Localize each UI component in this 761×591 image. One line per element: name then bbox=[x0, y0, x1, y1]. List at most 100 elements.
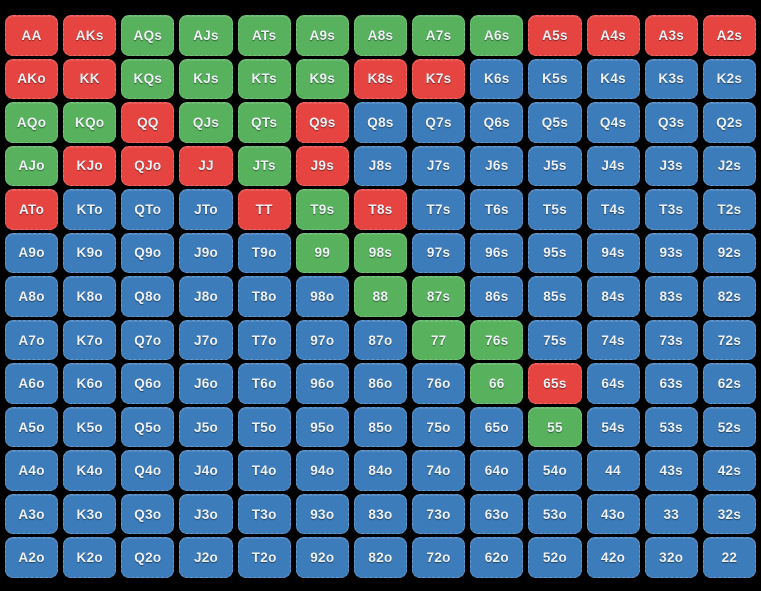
hand-cell-Q2s[interactable]: Q2s bbox=[702, 102, 756, 143]
hand-cell-J4s[interactable]: J4s bbox=[586, 145, 640, 187]
hand-cell-A8s[interactable]: A8s bbox=[353, 15, 408, 56]
hand-cell-85o[interactable]: 85o bbox=[353, 406, 408, 448]
hand-cell-T8s[interactable]: T8s bbox=[353, 189, 408, 230]
hand-cell-66[interactable]: 66 bbox=[470, 363, 524, 404]
hand-cell-97s[interactable]: 97s bbox=[412, 232, 466, 274]
hand-cell-Q7s[interactable]: Q7s bbox=[412, 102, 466, 143]
hand-cell-K6s[interactable]: K6s bbox=[470, 58, 524, 100]
hand-cell-72s[interactable]: 72s bbox=[702, 319, 756, 361]
hand-cell-87s[interactable]: 87s bbox=[412, 276, 466, 317]
hand-cell-84s[interactable]: 84s bbox=[586, 276, 640, 317]
hand-cell-J9s[interactable]: J9s bbox=[295, 145, 349, 187]
hand-cell-85s[interactable]: 85s bbox=[528, 276, 582, 317]
hand-cell-53o[interactable]: 53o bbox=[528, 493, 582, 535]
hand-cell-A6s[interactable]: A6s bbox=[470, 15, 524, 56]
hand-cell-53s[interactable]: 53s bbox=[644, 406, 698, 448]
hand-cell-93s[interactable]: 93s bbox=[644, 232, 698, 274]
hand-cell-K5s[interactable]: K5s bbox=[528, 58, 582, 100]
hand-cell-63s[interactable]: 63s bbox=[644, 363, 698, 404]
hand-cell-42o[interactable]: 42o bbox=[586, 537, 640, 578]
hand-cell-42s[interactable]: 42s bbox=[702, 450, 756, 491]
hand-cell-AA[interactable]: AA bbox=[5, 15, 59, 56]
hand-cell-Q5o[interactable]: Q5o bbox=[121, 406, 175, 448]
hand-cell-62s[interactable]: 62s bbox=[702, 363, 756, 404]
hand-cell-QJs[interactable]: QJs bbox=[179, 102, 233, 143]
hand-cell-AJo[interactable]: AJo bbox=[5, 145, 59, 187]
hand-cell-64s[interactable]: 64s bbox=[586, 363, 640, 404]
hand-cell-55[interactable]: 55 bbox=[528, 406, 582, 448]
hand-cell-54s[interactable]: 54s bbox=[586, 406, 640, 448]
hand-cell-Q9s[interactable]: Q9s bbox=[295, 102, 349, 143]
hand-cell-J3o[interactable]: J3o bbox=[179, 493, 233, 535]
hand-cell-A3s[interactable]: A3s bbox=[644, 15, 698, 56]
hand-cell-95s[interactable]: 95s bbox=[528, 232, 582, 274]
hand-cell-54o[interactable]: 54o bbox=[528, 450, 582, 491]
hand-cell-96s[interactable]: 96s bbox=[470, 232, 524, 274]
hand-cell-52o[interactable]: 52o bbox=[528, 537, 582, 578]
hand-cell-A7s[interactable]: A7s bbox=[412, 15, 466, 56]
hand-cell-KJo[interactable]: KJo bbox=[63, 145, 117, 187]
hand-cell-ATs[interactable]: ATs bbox=[237, 15, 291, 56]
hand-cell-83s[interactable]: 83s bbox=[644, 276, 698, 317]
hand-cell-Q8o[interactable]: Q8o bbox=[121, 276, 175, 317]
hand-cell-T7s[interactable]: T7s bbox=[412, 189, 466, 230]
hand-cell-T4o[interactable]: T4o bbox=[237, 450, 291, 491]
hand-cell-KQo[interactable]: KQo bbox=[63, 102, 117, 143]
hand-cell-KTo[interactable]: KTo bbox=[63, 189, 117, 230]
hand-cell-JTo[interactable]: JTo bbox=[179, 189, 233, 230]
hand-cell-K3s[interactable]: K3s bbox=[644, 58, 698, 100]
hand-cell-95o[interactable]: 95o bbox=[295, 406, 349, 448]
hand-cell-K4s[interactable]: K4s bbox=[586, 58, 640, 100]
hand-cell-A9o[interactable]: A9o bbox=[5, 232, 59, 274]
hand-cell-Q4s[interactable]: Q4s bbox=[586, 102, 640, 143]
hand-cell-72o[interactable]: 72o bbox=[412, 537, 466, 578]
hand-cell-92o[interactable]: 92o bbox=[295, 537, 349, 578]
hand-cell-AQo[interactable]: AQo bbox=[5, 102, 59, 143]
hand-cell-A9s[interactable]: A9s bbox=[295, 15, 349, 56]
hand-cell-A8o[interactable]: A8o bbox=[5, 276, 59, 317]
hand-cell-Q9o[interactable]: Q9o bbox=[121, 232, 175, 274]
hand-cell-T6o[interactable]: T6o bbox=[237, 363, 291, 404]
hand-cell-98o[interactable]: 98o bbox=[295, 276, 349, 317]
hand-cell-Q7o[interactable]: Q7o bbox=[121, 319, 175, 361]
hand-cell-98s[interactable]: 98s bbox=[353, 232, 408, 274]
hand-cell-52s[interactable]: 52s bbox=[702, 406, 756, 448]
hand-cell-K2o[interactable]: K2o bbox=[63, 537, 117, 578]
hand-cell-43s[interactable]: 43s bbox=[644, 450, 698, 491]
hand-cell-76o[interactable]: 76o bbox=[412, 363, 466, 404]
hand-cell-A6o[interactable]: A6o bbox=[5, 363, 59, 404]
hand-cell-63o[interactable]: 63o bbox=[470, 493, 524, 535]
hand-cell-84o[interactable]: 84o bbox=[353, 450, 408, 491]
hand-cell-82s[interactable]: 82s bbox=[702, 276, 756, 317]
hand-cell-K5o[interactable]: K5o bbox=[63, 406, 117, 448]
hand-cell-K4o[interactable]: K4o bbox=[63, 450, 117, 491]
hand-cell-K2s[interactable]: K2s bbox=[702, 58, 756, 100]
hand-cell-J3s[interactable]: J3s bbox=[644, 145, 698, 187]
hand-cell-KJs[interactable]: KJs bbox=[179, 58, 233, 100]
hand-cell-J5s[interactable]: J5s bbox=[528, 145, 582, 187]
hand-cell-73o[interactable]: 73o bbox=[412, 493, 466, 535]
hand-cell-A7o[interactable]: A7o bbox=[5, 319, 59, 361]
hand-cell-T3s[interactable]: T3s bbox=[644, 189, 698, 230]
hand-cell-J7o[interactable]: J7o bbox=[179, 319, 233, 361]
hand-cell-A2o[interactable]: A2o bbox=[5, 537, 59, 578]
hand-cell-QTs[interactable]: QTs bbox=[237, 102, 291, 143]
hand-cell-75o[interactable]: 75o bbox=[412, 406, 466, 448]
hand-cell-T2s[interactable]: T2s bbox=[702, 189, 756, 230]
hand-cell-87o[interactable]: 87o bbox=[353, 319, 408, 361]
hand-cell-T6s[interactable]: T6s bbox=[470, 189, 524, 230]
hand-cell-AQs[interactable]: AQs bbox=[121, 15, 175, 56]
hand-cell-J8s[interactable]: J8s bbox=[353, 145, 408, 187]
hand-cell-94o[interactable]: 94o bbox=[295, 450, 349, 491]
hand-cell-77[interactable]: 77 bbox=[412, 319, 466, 361]
hand-cell-T9s[interactable]: T9s bbox=[295, 189, 349, 230]
hand-cell-75s[interactable]: 75s bbox=[528, 319, 582, 361]
hand-cell-94s[interactable]: 94s bbox=[586, 232, 640, 274]
hand-cell-93o[interactable]: 93o bbox=[295, 493, 349, 535]
hand-cell-TT[interactable]: TT bbox=[237, 189, 291, 230]
hand-cell-J4o[interactable]: J4o bbox=[179, 450, 233, 491]
hand-cell-T2o[interactable]: T2o bbox=[237, 537, 291, 578]
hand-cell-82o[interactable]: 82o bbox=[353, 537, 408, 578]
hand-cell-A4o[interactable]: A4o bbox=[5, 450, 59, 491]
hand-cell-K8o[interactable]: K8o bbox=[63, 276, 117, 317]
